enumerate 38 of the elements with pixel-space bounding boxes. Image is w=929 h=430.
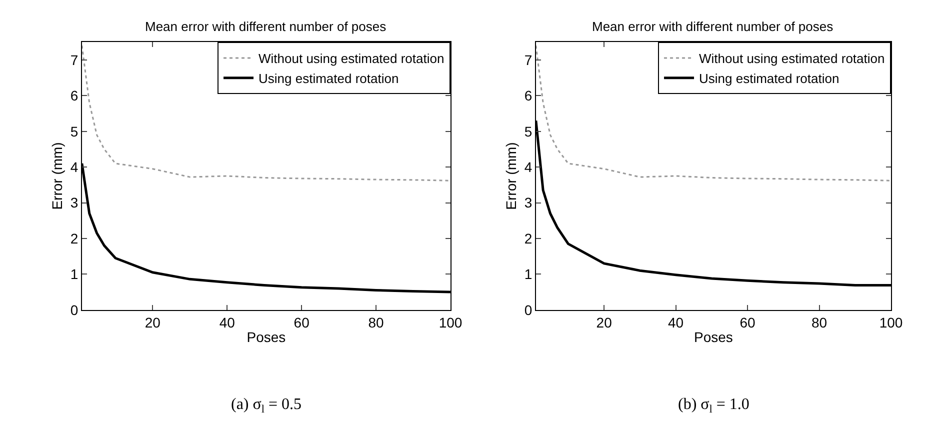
y-axis-title: Error (mm) [48,142,65,210]
x-tick-label: 40 [219,314,236,331]
text: (b) σ$_{l}$ = 1.0 [678,396,750,416]
y-tick-label: 4 [70,158,78,175]
y-tick-label: 0 [70,302,78,318]
text: (a) σ$_{l}$ = 0.5 [231,396,302,416]
legend-label: Without using estimated rotation [699,51,885,66]
x-tick-label: 100 [879,314,903,331]
y-tick-label: 7 [524,52,532,68]
y-tick-label: 5 [70,123,78,140]
y-tick-label: 3 [70,194,78,211]
y-tick-label: 0 [524,302,532,318]
legend-label: Without using estimated rotation [258,51,444,66]
legend-label: Using estimated rotation [699,71,840,86]
y-tick-label: 1 [524,266,532,282]
x-tick-label: 60 [740,314,756,331]
x-tick-label: 100 [438,314,462,331]
x-tick-label: 80 [368,314,384,331]
y-tick-label: 6 [524,88,532,104]
y-tick-label: 1 [70,266,78,282]
chart-title: Mean error with different number of poses [145,19,387,34]
x-tick-label: 40 [668,314,684,331]
y-tick-label: 4 [524,158,532,175]
y-tick-label: 3 [524,194,532,211]
y-axis-title: Error (mm) [502,142,519,210]
x-tick-label: 20 [144,314,161,331]
y-tick-label: 2 [70,230,78,246]
x-tick-label: 80 [811,314,828,331]
y-tick-label: 5 [524,123,532,140]
x-axis-title: Poses [694,328,733,345]
x-axis-title: Poses [246,328,286,345]
y-tick-label: 2 [524,230,532,246]
x-tick-label: 60 [294,314,310,331]
legend-label: Using estimated rotation [258,71,399,86]
x-tick-label: 20 [596,314,612,331]
y-tick-label: 6 [70,88,78,104]
chart-title: Mean error with different number of poses [592,19,834,34]
y-tick-label: 7 [70,52,78,68]
